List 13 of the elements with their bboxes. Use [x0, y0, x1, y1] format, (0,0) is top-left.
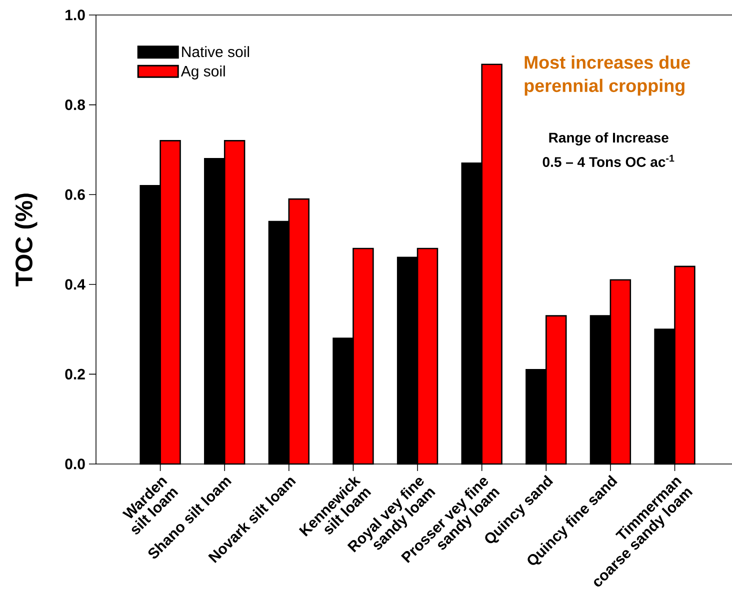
y-tick-label: 0.2 [65, 368, 85, 380]
y-axis-title: TOC (%) [14, 194, 38, 286]
annotation: Most increases due [524, 56, 690, 69]
y-tick-label: 1.0 [66, 10, 85, 20]
annotation: perennial cropping [524, 78, 684, 96]
y-tick-label: 0.0 [65, 458, 85, 470]
annotation: 0.5 – 4 Tons OC ac$^{-1}$ [542, 154, 674, 167]
y-tick-label: 0.8 [65, 99, 85, 110]
y-tick-label: 0.6 [65, 189, 85, 200]
annotation: Range of Increase [549, 132, 668, 146]
legend-label: Ag soil [180, 66, 225, 80]
legend-label: Native soil [182, 46, 250, 58]
y-tick-label: 0.4 [65, 279, 86, 290]
